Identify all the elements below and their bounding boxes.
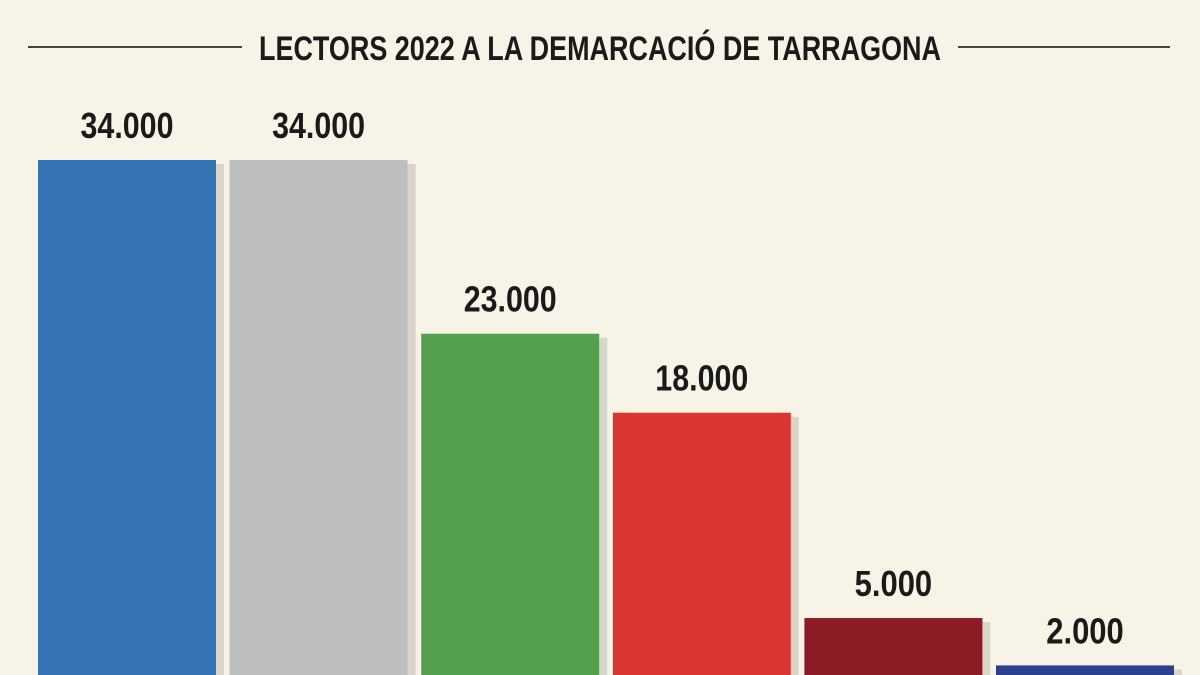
value-label: 5.000 [855, 563, 933, 604]
value-label: 18.000 [655, 358, 748, 399]
bar [421, 333, 600, 675]
chart-title: LECTORS 2022 A LA DEMARCACIÓ DE TARRAGON… [259, 30, 941, 68]
bar-shadow [599, 337, 608, 675]
bar-shadow [216, 164, 224, 675]
bar [804, 618, 983, 675]
bar-shadow [982, 622, 991, 675]
value-label: 2.000 [1046, 610, 1124, 651]
bar [38, 160, 216, 675]
bar [996, 665, 1174, 675]
value-label: 34.000 [81, 105, 174, 146]
bar [229, 160, 408, 675]
bar-shadow [790, 416, 799, 675]
bar [612, 412, 791, 675]
value-label: 34.000 [272, 105, 365, 146]
bar-shadow [407, 164, 416, 675]
value-label: 23.000 [464, 279, 557, 320]
bar-shadow [1174, 669, 1182, 675]
